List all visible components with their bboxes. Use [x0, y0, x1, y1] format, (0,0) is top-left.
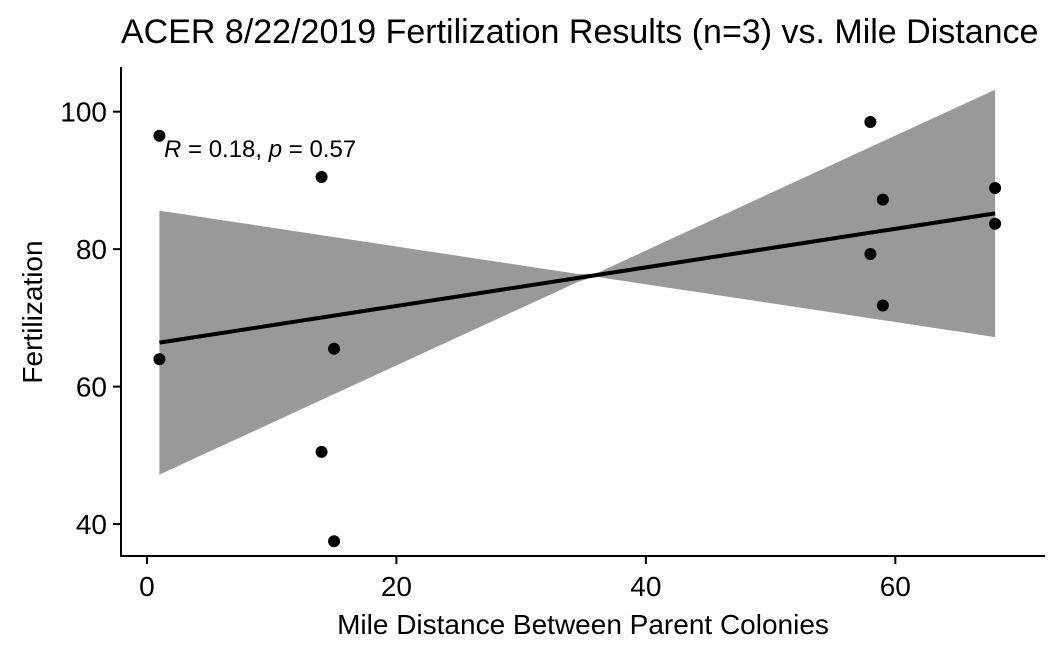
regression-line-layer: [159, 211, 996, 345]
data-point: [315, 170, 328, 183]
x-tick-label: 60: [880, 571, 911, 602]
data-point: [328, 342, 341, 355]
data-point: [153, 353, 166, 366]
y-axis-ticks: 40 60 80 100: [60, 97, 121, 540]
x-axis-title: Mile Distance Between Parent Colonies: [337, 609, 829, 640]
data-point: [876, 193, 889, 206]
r-value: = 0.18,: [181, 136, 268, 163]
confidence-band-layer: [159, 89, 996, 475]
y-tick-label: 80: [76, 234, 107, 265]
p-symbol: p: [268, 136, 282, 163]
p-value: = 0.57: [282, 136, 356, 163]
chart-title: ACER 8/22/2019 Fertilization Results (n=…: [121, 13, 1038, 51]
x-tick-label: 20: [381, 571, 412, 602]
regression-line: [159, 211, 996, 345]
data-point: [876, 299, 889, 312]
y-tick-label: 100: [60, 97, 107, 128]
data-point: [328, 535, 341, 548]
correlation-annotation: R = 0.18, p = 0.57: [164, 136, 356, 163]
confidence-band: [159, 89, 996, 475]
data-point: [989, 217, 1002, 230]
x-tick-label: 40: [630, 571, 661, 602]
x-axis-ticks: 0 20 40 60: [139, 556, 911, 602]
data-points-layer: [153, 115, 1002, 548]
data-point: [315, 445, 328, 458]
data-point: [864, 247, 877, 260]
y-tick-label: 60: [76, 372, 107, 403]
y-axis-title: Fertilization: [17, 240, 48, 383]
x-tick-label: 0: [139, 571, 155, 602]
y-tick-label: 40: [76, 509, 107, 540]
data-point: [864, 115, 877, 128]
data-point: [989, 181, 1002, 194]
r-symbol: R: [164, 136, 181, 163]
data-point: [153, 129, 166, 142]
